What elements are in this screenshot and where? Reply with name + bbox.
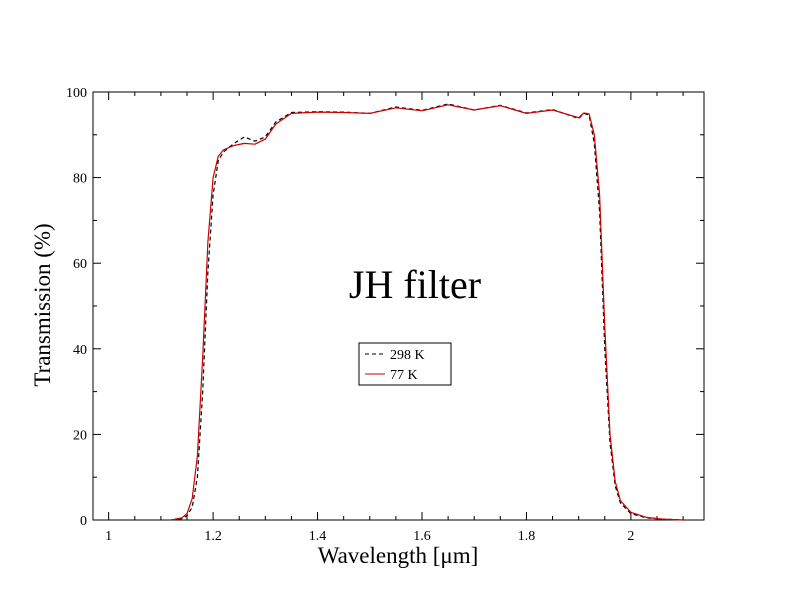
y-tick-label: 0: [80, 514, 87, 529]
x-tick-label: 1: [105, 529, 112, 544]
y-tick-label: 40: [73, 343, 87, 358]
x-tick-label: 1.8: [518, 529, 536, 544]
chart-annotation: JH filter: [349, 262, 481, 307]
legend: 298 K 77 K: [358, 342, 452, 386]
x-tick-label: 2: [627, 529, 634, 544]
legend-box: [358, 342, 452, 386]
x-tick-labels: 1 1.2 1.4 1.6 1.8 2: [105, 529, 634, 544]
series-line-0: [171, 103, 684, 521]
y-tick-labels: 0 20 40 60 80 100: [66, 86, 87, 529]
y-tick-label: 20: [73, 428, 87, 443]
series-lines: [171, 103, 684, 521]
x-axis-title: Wavelength [μm]: [318, 543, 479, 568]
legend-label-77k: 77 K: [390, 368, 418, 383]
x-tick-label: 1.6: [413, 529, 431, 544]
x-tick-label: 1.2: [204, 529, 222, 544]
legend-label-298k: 298 K: [390, 348, 425, 363]
axis-ticks: [93, 91, 704, 521]
y-tick-label: 100: [66, 86, 87, 101]
y-tick-label: 60: [73, 257, 87, 272]
series-line-1: [171, 104, 684, 521]
y-axis-title: Transmission (%): [30, 223, 55, 386]
x-tick-label: 1.4: [309, 529, 327, 544]
y-tick-label: 80: [73, 172, 87, 187]
